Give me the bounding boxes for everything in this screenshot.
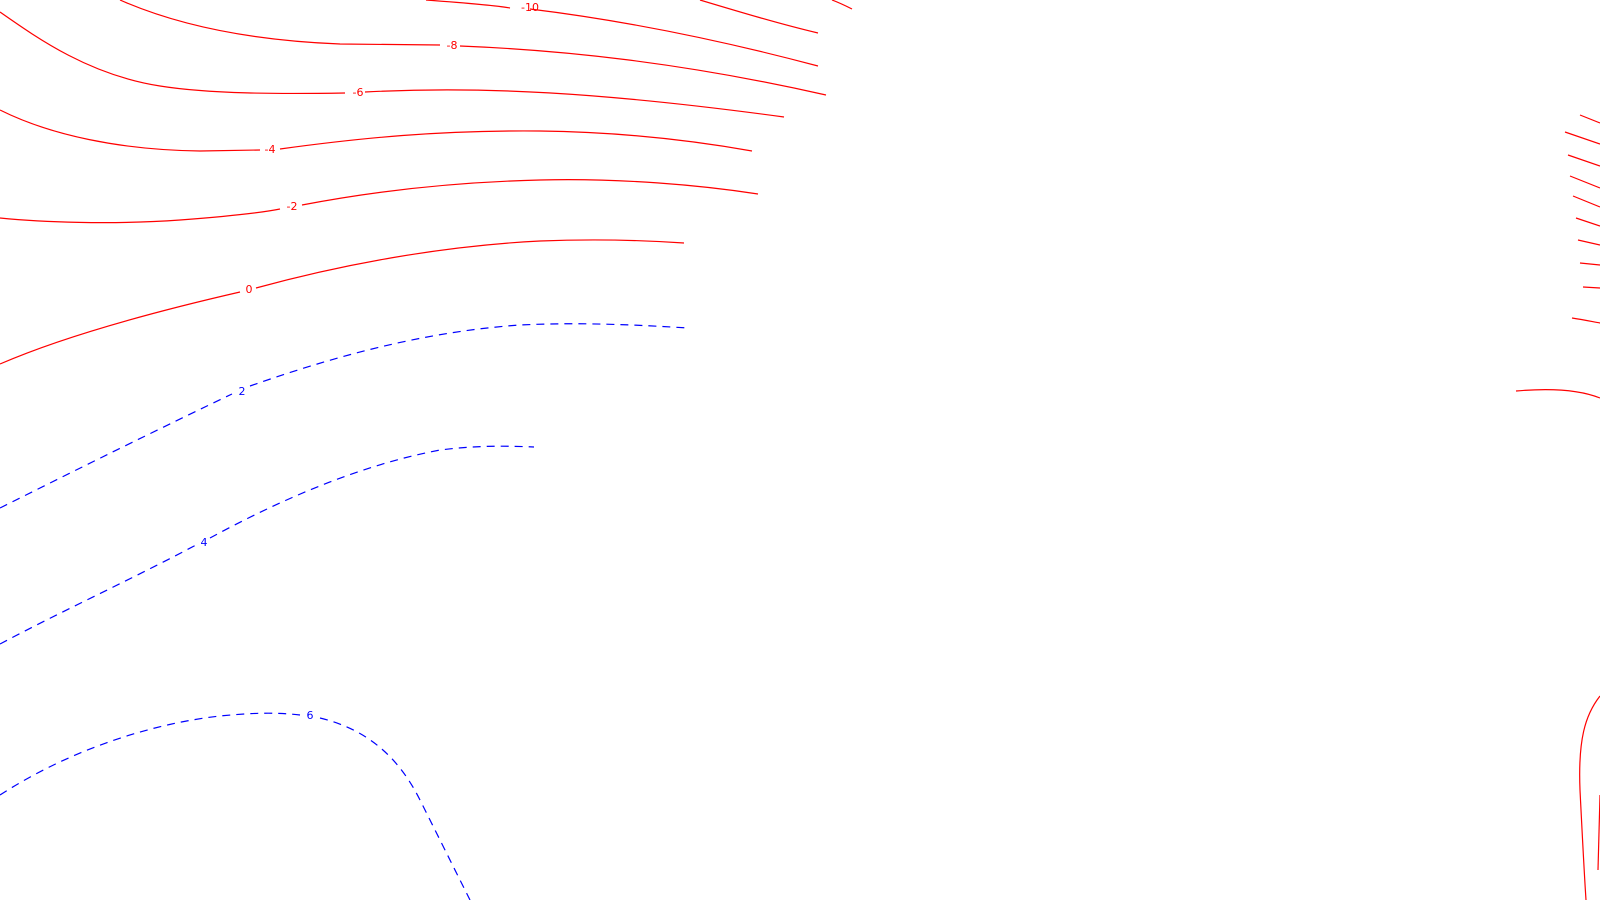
contour-line-minus-10-c [831, 0, 853, 10]
edge-tick-9 [1582, 286, 1600, 289]
edge-tick-2 [1564, 131, 1600, 145]
edge-tick-4 [1569, 175, 1600, 189]
contour-line-minus-8 [119, 0, 827, 96]
contour-line-minus-10-b [699, 0, 819, 34]
contour-label-2: 2 [239, 385, 246, 398]
edge-tick-10 [1571, 317, 1600, 324]
contour-line-minus-4 [0, 109, 753, 152]
edge-curve-1 [1515, 389, 1600, 399]
edge-tick-7 [1577, 239, 1600, 246]
contour-line-0 [0, 239, 685, 365]
contour-label-0: 0 [246, 283, 253, 296]
contour-label-minus-2: -2 [287, 200, 298, 213]
contour-group-negative [0, 323, 689, 900]
edge-tick-8 [1579, 262, 1600, 266]
contour-label-minus-6: -6 [353, 86, 364, 99]
contour-line-minus-6 [0, 11, 785, 118]
contour-line-2 [0, 323, 689, 509]
contour-line-6 [0, 712, 471, 900]
edge-tick-6 [1575, 217, 1600, 227]
edge-tick-1 [1579, 114, 1600, 124]
contour-line-4 [0, 445, 535, 645]
contour-group-positive [0, 0, 853, 365]
contour-label-minus-4: -4 [265, 143, 276, 156]
contour-group-right-edge [1515, 114, 1600, 900]
contour-label-6: 6 [307, 709, 314, 722]
contour-label-4: 4 [201, 536, 208, 549]
contour-line-minus-2 [0, 179, 759, 224]
contour-label-minus-10: -10 [521, 1, 539, 14]
edge-curve-2 [1579, 695, 1600, 900]
contour-line-minus-10 [425, 0, 819, 67]
contour-label-minus-8: -8 [447, 39, 458, 52]
edge-tick-3 [1567, 154, 1600, 167]
edge-tick-5 [1572, 195, 1600, 208]
contour-labels: -10 -8 -6 -4 -2 0 2 4 6 [201, 1, 539, 722]
